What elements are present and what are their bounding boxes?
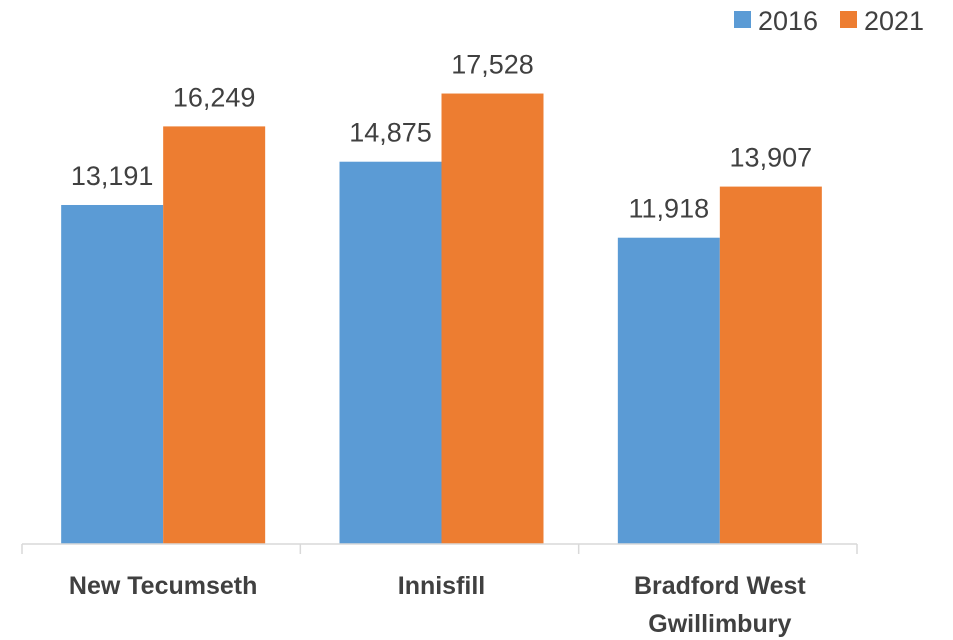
legend-label-2016: 2016 bbox=[758, 6, 818, 36]
bar-2021-1 bbox=[441, 93, 544, 545]
category-labels: New Tecumseth Innisfill Bradford West Gwill… bbox=[69, 572, 806, 638]
data-label-2021-1: 17,528 bbox=[451, 50, 534, 80]
legend-swatch-2016 bbox=[734, 11, 751, 28]
category-label-0-0: New Tecumseth bbox=[69, 572, 257, 600]
data-label-2016-0: 13,191 bbox=[71, 161, 154, 191]
data-label-2016-2: 11,918 bbox=[629, 194, 710, 224]
category-label-1-0: Innisfill bbox=[398, 572, 486, 600]
bars bbox=[61, 93, 822, 545]
legend-label-2021: 2021 bbox=[864, 6, 924, 36]
data-label-2021-2: 13,907 bbox=[730, 143, 813, 173]
bar-2016-1 bbox=[339, 161, 442, 544]
bar-2021-2 bbox=[719, 186, 822, 545]
legend: 2016 2021 bbox=[734, 6, 924, 36]
data-label-2021-0: 16,249 bbox=[173, 82, 256, 112]
legend-swatch-2021 bbox=[840, 11, 857, 28]
data-label-2016-1: 14,875 bbox=[349, 118, 432, 148]
category-label-2-1: Gwillimbury bbox=[648, 610, 791, 638]
x-axis bbox=[21, 543, 858, 554]
data-labels: 13,191 16,249 14,875 17,528 11,918 13,907 bbox=[71, 50, 812, 224]
bar-2021-0 bbox=[163, 126, 266, 545]
bar-2016-2 bbox=[617, 237, 720, 544]
bar-2016-0 bbox=[61, 204, 164, 544]
category-label-2-0: Bradford West bbox=[634, 572, 806, 600]
